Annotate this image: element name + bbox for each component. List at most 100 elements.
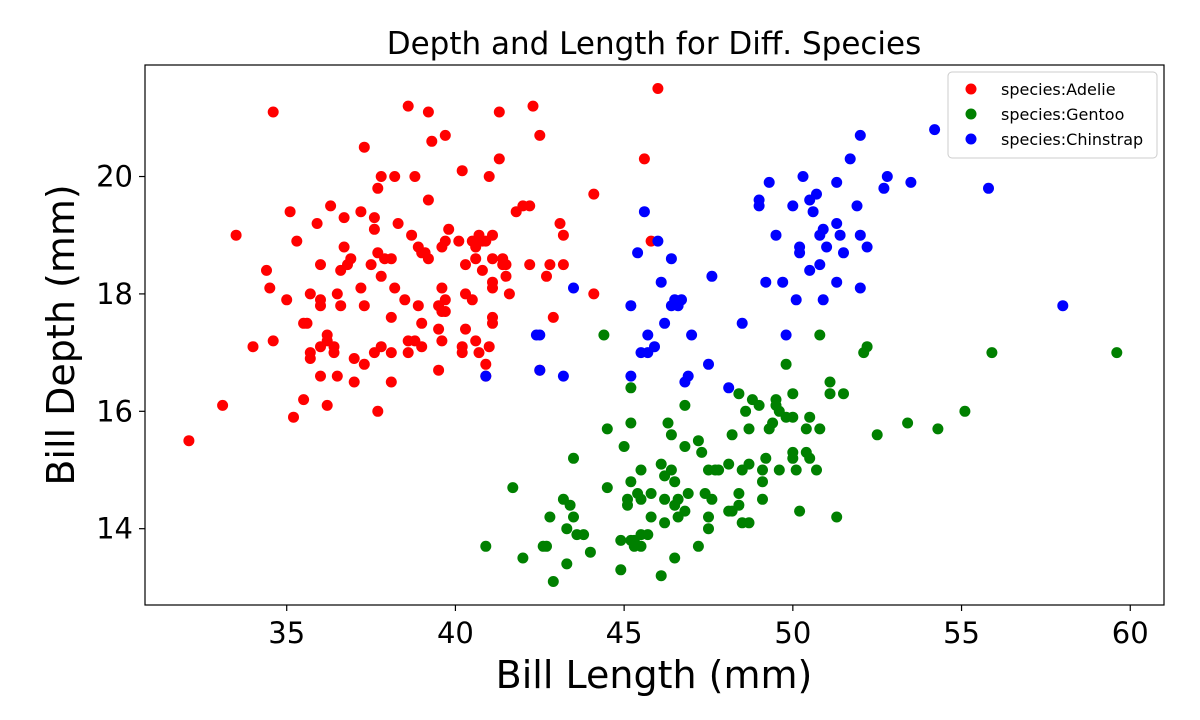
data-point xyxy=(541,270,552,282)
data-point xyxy=(804,264,816,276)
data-point xyxy=(301,317,313,329)
data-point xyxy=(625,382,637,394)
data-point xyxy=(534,129,546,141)
data-point xyxy=(470,335,482,347)
data-point xyxy=(409,171,421,182)
data-point xyxy=(433,323,445,335)
data-point xyxy=(358,300,370,312)
data-point xyxy=(844,153,856,165)
data-point xyxy=(682,488,694,499)
data-point xyxy=(439,129,451,141)
data-point xyxy=(618,441,630,452)
data-point xyxy=(615,564,627,576)
data-point xyxy=(399,294,411,306)
data-point xyxy=(787,446,799,458)
data-point xyxy=(547,576,559,587)
data-point xyxy=(929,124,941,136)
data-point xyxy=(328,341,340,353)
legend-label: species:Chinstrap xyxy=(1001,130,1143,149)
data-point xyxy=(527,100,539,112)
data-point xyxy=(703,511,714,523)
data-point xyxy=(561,558,573,570)
data-point xyxy=(655,458,667,470)
chart-title: Depth and Length for Diff. Species xyxy=(387,26,922,62)
data-point xyxy=(615,534,627,546)
data-point xyxy=(439,306,451,317)
legend: species:Adelie species:Gentoo species:Chin… xyxy=(947,71,1158,159)
data-point xyxy=(713,464,725,476)
data-point xyxy=(493,153,505,165)
data-point xyxy=(422,194,434,206)
data-point xyxy=(288,411,299,423)
data-point xyxy=(500,259,512,271)
data-point xyxy=(780,358,792,370)
data-point xyxy=(578,529,590,541)
data-point xyxy=(534,364,546,376)
data-point xyxy=(632,247,644,259)
data-point xyxy=(480,370,492,382)
data-point xyxy=(669,552,681,564)
data-point xyxy=(706,270,718,282)
data-point xyxy=(723,458,735,470)
data-point xyxy=(659,493,671,505)
data-point xyxy=(986,347,998,359)
data-point xyxy=(460,259,471,271)
data-point xyxy=(794,505,806,517)
data-point xyxy=(267,106,279,118)
data-point xyxy=(787,411,799,423)
legend-marker xyxy=(965,108,977,120)
data-point xyxy=(831,176,843,188)
data-point xyxy=(338,241,350,253)
data-point xyxy=(814,329,826,341)
data-point xyxy=(483,171,495,182)
data-point xyxy=(817,294,829,306)
data-point xyxy=(679,441,691,452)
data-point xyxy=(436,335,448,347)
data-point xyxy=(365,259,377,271)
data-point xyxy=(524,259,536,271)
data-point xyxy=(325,200,337,212)
data-point xyxy=(412,300,424,312)
data-point xyxy=(335,300,347,312)
legend-box xyxy=(947,71,1158,159)
data-point xyxy=(649,341,660,353)
data-point xyxy=(662,417,674,429)
legend-label: species:Adelie xyxy=(1001,80,1116,99)
data-point xyxy=(480,358,492,370)
data-point xyxy=(315,259,326,271)
data-point xyxy=(696,446,708,458)
data-point xyxy=(372,405,384,417)
data-point xyxy=(692,540,704,552)
data-point xyxy=(959,405,971,417)
data-point xyxy=(470,253,482,265)
series-1 xyxy=(480,329,1123,587)
legend-marker xyxy=(965,133,977,145)
data-point xyxy=(824,388,836,400)
data-point xyxy=(854,129,866,141)
data-point xyxy=(760,452,772,464)
data-point xyxy=(541,540,552,552)
data-point xyxy=(757,464,768,476)
data-point xyxy=(679,505,691,517)
data-point xyxy=(817,223,829,235)
data-point xyxy=(723,382,735,394)
data-point xyxy=(757,493,768,505)
data-point xyxy=(345,253,357,265)
data-point xyxy=(638,206,650,218)
data-point xyxy=(534,329,546,341)
data-point xyxy=(456,165,468,177)
data-point xyxy=(564,499,576,511)
data-point xyxy=(298,394,310,406)
data-point xyxy=(679,399,691,411)
data-point xyxy=(635,540,647,552)
data-point xyxy=(480,540,492,552)
data-point xyxy=(665,253,677,265)
data-point xyxy=(385,376,397,388)
data-point xyxy=(682,370,694,382)
y-tick-label: 18 xyxy=(96,277,133,311)
data-point xyxy=(473,347,485,359)
data-point xyxy=(645,488,657,499)
data-point xyxy=(487,311,498,323)
x-axis-label: Bill Length (mm) xyxy=(496,653,813,697)
data-point xyxy=(625,476,637,488)
